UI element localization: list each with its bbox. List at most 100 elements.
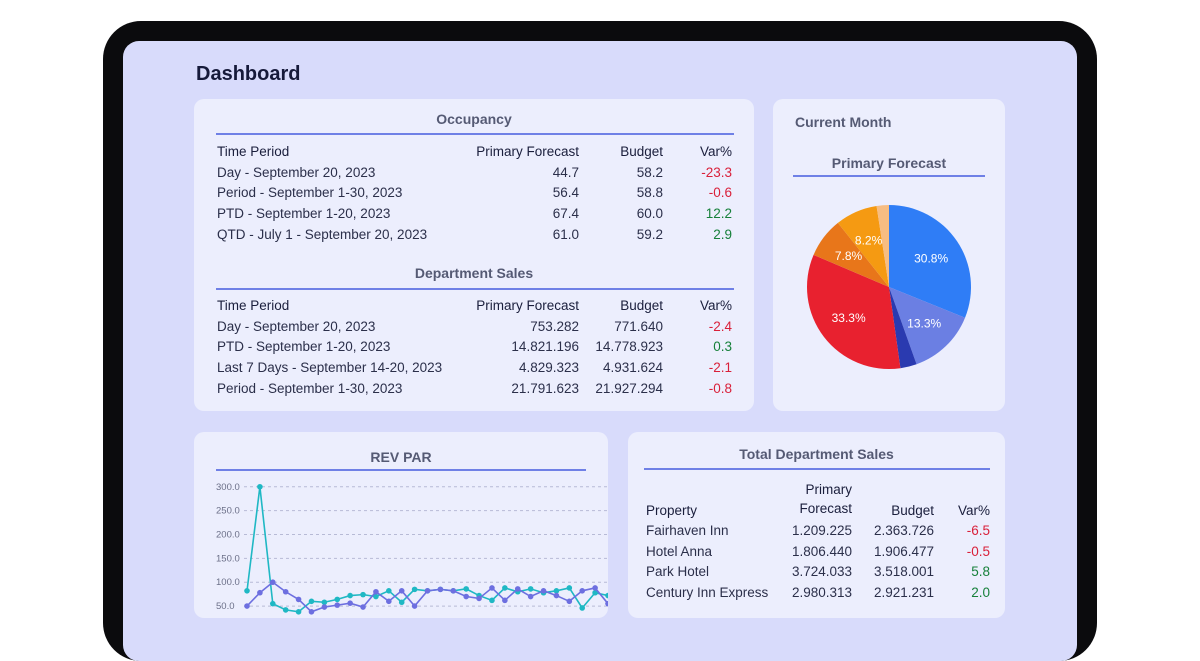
col-var: Var% [699, 143, 732, 159]
series-purple-point[interactable] [424, 588, 431, 594]
dashboard-screen: Dashboard Occupancy Time Period Primary … [123, 41, 1077, 661]
table-row[interactable]: Day - September 20, 2023 44.7 58.2 -23.3 [217, 162, 732, 183]
series-purple-point[interactable] [373, 588, 379, 595]
y-tick-label: 250.0 [216, 506, 240, 517]
series-purple-line [246, 581, 608, 613]
series-teal-point[interactable] [553, 588, 560, 594]
series-teal-point[interactable] [386, 588, 392, 594]
series-purple-point[interactable] [527, 593, 534, 600]
pie-slice[interactable] [813, 222, 889, 287]
table-row[interactable]: Fairhaven Inn 1.209.225 2.363.726 -6.5 [646, 520, 990, 541]
pie-slice[interactable] [837, 205, 889, 287]
pie-slice-label: 33.3% [832, 311, 866, 325]
series-teal-point[interactable] [295, 608, 302, 615]
table-row[interactable]: PTD - September 1-20, 2023 67.4 60.0 12.… [217, 203, 732, 224]
col-time-period: Time Period [217, 143, 290, 159]
series-purple-point[interactable] [269, 579, 276, 586]
series-purple-point[interactable] [398, 588, 405, 594]
pie-rule [793, 175, 985, 177]
total-dept-rule [644, 468, 990, 470]
series-teal-point[interactable] [398, 599, 405, 606]
department-sales-title: Department Sales [414, 265, 534, 281]
pie-slice[interactable] [889, 205, 971, 318]
series-purple-point[interactable] [502, 597, 508, 604]
series-purple-point[interactable] [540, 588, 547, 594]
col-primary-forecast: Primary Forecast [476, 297, 579, 313]
var-value: -0.6 [708, 185, 732, 201]
series-purple-point[interactable] [566, 598, 573, 605]
series-teal-point[interactable] [566, 585, 573, 591]
series-purple-point[interactable] [282, 588, 289, 595]
pie-subtitle: Primary Forecast [831, 155, 947, 171]
series-teal-point[interactable] [502, 585, 508, 591]
series-purple-point[interactable] [347, 600, 353, 607]
var-value: -23.3 [701, 164, 732, 180]
table-row[interactable]: QTD - July 1 - September 20, 2023 61.0 5… [217, 224, 732, 245]
table-row[interactable]: Period - September 1-30, 2023 56.4 58.8 … [217, 183, 732, 204]
series-purple-point[interactable] [308, 608, 315, 615]
series-purple-point[interactable] [386, 598, 392, 605]
var-value: -2.4 [708, 318, 732, 334]
table-row[interactable]: Park Hotel 3.724.033 3.518.001 5.8 [646, 562, 990, 583]
revpar-line-chart: 300.0 250.0 200.0 150.0 100.0 50.0 [216, 482, 608, 615]
pie-slice[interactable] [876, 205, 889, 287]
series-purple-point[interactable] [360, 604, 366, 610]
series-purple-point[interactable] [553, 592, 560, 599]
col-primary-forecast: Primary Forecast [476, 143, 579, 159]
series-purple-point[interactable] [489, 585, 495, 591]
series-purple-point[interactable] [321, 604, 328, 610]
series-purple-point[interactable] [463, 593, 469, 600]
table-row[interactable]: Day - September 20, 2023 753.282 771.640… [217, 316, 732, 337]
series-teal-point[interactable] [347, 592, 353, 599]
series-teal-point[interactable] [527, 586, 534, 592]
y-tick-label: 200.0 [216, 529, 240, 540]
pie-slice[interactable] [889, 287, 917, 369]
series-teal-point[interactable] [411, 586, 418, 593]
series-teal-point[interactable] [360, 591, 366, 598]
series-purple-point[interactable] [592, 585, 598, 591]
series-purple-point[interactable] [579, 588, 586, 594]
series-teal-point[interactable] [308, 598, 315, 605]
table-row[interactable]: Period - September 1-30, 2023 21.791.623… [217, 378, 732, 399]
series-purple-point[interactable] [257, 589, 263, 596]
series-purple-point[interactable] [476, 595, 482, 602]
pie-slice[interactable] [889, 287, 966, 365]
pie-slice-label: 8.2% [855, 233, 883, 247]
current-month-card: Current Month Primary Forecast 30.8% 13.3… [773, 99, 1005, 411]
series-teal-point[interactable] [244, 588, 250, 594]
series-purple-point[interactable] [514, 586, 521, 592]
series-teal-point[interactable] [489, 597, 495, 604]
series-purple-point[interactable] [437, 586, 444, 593]
series-teal-point[interactable] [463, 586, 469, 592]
series-teal-point[interactable] [321, 599, 328, 606]
y-tick-label: 100.0 [216, 577, 240, 588]
series-teal-point[interactable] [605, 592, 608, 599]
pie-slice-label: 30.8% [914, 252, 948, 266]
occupancy-rule [216, 133, 734, 135]
table-row[interactable]: Hotel Anna 1.806.440 1.906.477 -0.5 [646, 541, 990, 562]
series-teal-point[interactable] [579, 605, 586, 611]
occupancy-card: Occupancy Time Period Primary Forecast B… [194, 99, 754, 411]
col-budget: Budget [620, 143, 663, 159]
series-purple-point[interactable] [605, 600, 608, 607]
revpar-title: REV PAR [370, 449, 432, 465]
table-row[interactable]: Last 7 Days - September 14-20, 2023 4.82… [217, 357, 732, 378]
series-purple-point[interactable] [411, 603, 418, 609]
series-teal-point[interactable] [334, 596, 341, 603]
pie-slice[interactable] [807, 254, 901, 369]
table-row[interactable]: Century Inn Express 2.980.313 2.921.231 … [646, 582, 990, 603]
page-title: Dashboard [196, 63, 301, 85]
series-teal-point[interactable] [592, 589, 598, 596]
var-value: 2.0 [971, 585, 990, 601]
series-teal-point[interactable] [269, 600, 276, 607]
series-teal-point[interactable] [257, 483, 263, 490]
revpar-rule [216, 469, 586, 471]
y-tick-label: 50.0 [216, 601, 235, 612]
table-row[interactable]: PTD - September 1-20, 2023 14.821.196 14… [217, 337, 732, 358]
series-purple-point[interactable] [450, 588, 457, 594]
series-purple-point[interactable] [334, 602, 341, 608]
series-purple-point[interactable] [295, 596, 302, 603]
series-purple-point[interactable] [244, 603, 250, 609]
series-teal-point[interactable] [282, 607, 289, 613]
series-teal-point[interactable] [373, 593, 379, 600]
